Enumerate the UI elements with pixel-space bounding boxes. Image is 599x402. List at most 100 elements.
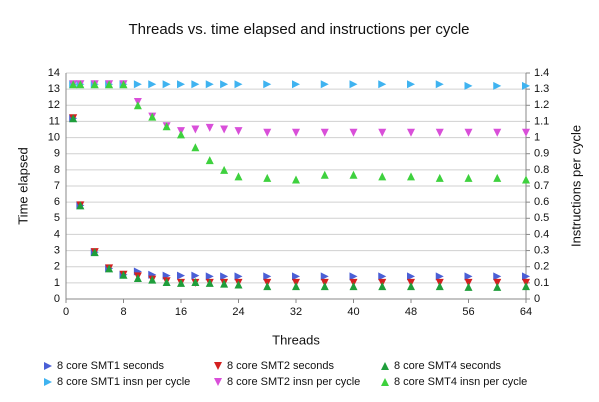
point [349,128,358,137]
point [162,122,171,131]
point [493,282,502,291]
point [191,80,200,89]
y-tick-label: 1 [54,277,60,289]
point [493,272,502,281]
point [320,170,329,179]
point [90,248,99,257]
legend-marker [214,362,222,370]
legend-marker [381,378,389,386]
point [464,272,473,281]
point [76,201,85,210]
y2-tick-label: 0.1 [534,277,549,289]
point [191,143,200,152]
point [407,172,415,181]
point [177,80,185,89]
point [234,272,243,281]
point [320,80,329,89]
point [69,114,78,123]
point [177,271,185,280]
point [119,80,128,89]
y-tick-label: 3 [54,244,60,256]
y2-axis-title: Instructions per cycle [568,125,583,247]
point [522,282,530,291]
point [76,80,85,89]
point [162,80,171,89]
point [522,128,530,137]
point [205,156,214,165]
point [220,80,229,89]
y-tick-label: 7 [54,180,60,192]
y2-tick-label: 1.2 [534,99,549,111]
point [133,80,142,89]
point [407,282,415,291]
point [105,264,114,273]
y-tick-label: 5 [54,212,60,224]
point [69,80,78,89]
legend-marker [44,378,52,386]
point [234,280,243,289]
point [205,278,214,287]
point [493,128,502,137]
point [435,80,444,89]
y-tick-label: 0 [54,293,60,305]
point [464,81,473,90]
point [148,112,157,121]
legend-marker [44,362,52,370]
point [263,128,272,137]
legend-label: 8 core SMT1 seconds [57,360,164,372]
point [119,270,128,279]
point [407,272,415,281]
point [205,80,214,89]
x-tick-label: 0 [63,306,69,318]
point [522,175,530,184]
point [133,101,142,110]
x-tick-label: 48 [405,306,417,318]
point [148,275,157,284]
point [220,165,229,174]
point [522,81,530,90]
legend-label: 8 core SMT4 insn per cycle [394,376,527,388]
y2-tick-label: 1.1 [534,115,549,127]
point [133,274,142,283]
point [177,278,185,287]
y-tick-label: 4 [54,228,60,240]
x-tick-label: 24 [232,306,244,318]
x-tick-label: 16 [175,306,187,318]
y-tick-label: 12 [48,99,60,111]
chart-title: Threads vs. time elapsed and instruction… [129,21,470,38]
point [320,282,329,291]
legend-label: 8 core SMT4 seconds [394,360,501,372]
point [90,80,99,89]
point [320,128,329,137]
point [234,172,243,181]
point [292,80,300,89]
point [220,279,229,288]
point [234,80,243,89]
point [464,128,473,137]
point [191,278,200,287]
point [162,278,171,287]
point [435,173,444,182]
legend-marker [381,362,389,370]
y2-tick-label: 0.9 [534,148,549,160]
point [205,272,214,281]
point [234,127,243,136]
point [292,128,300,137]
y2-tick-label: 0.5 [534,212,549,224]
point [464,173,473,182]
point [493,278,502,287]
legend-label: 8 core SMT2 insn per cycle [227,376,360,388]
point [148,80,157,89]
y-tick-label: 10 [48,131,60,143]
point [435,282,444,291]
legend-label: 8 core SMT1 insn per cycle [57,376,190,388]
y2-tick-label: 0.7 [534,180,549,192]
point [263,272,272,281]
point [292,272,300,281]
point [378,172,387,181]
point [349,170,358,179]
point [349,272,358,281]
point [464,278,473,287]
y-tick-label: 14 [48,67,60,79]
point [407,128,415,137]
